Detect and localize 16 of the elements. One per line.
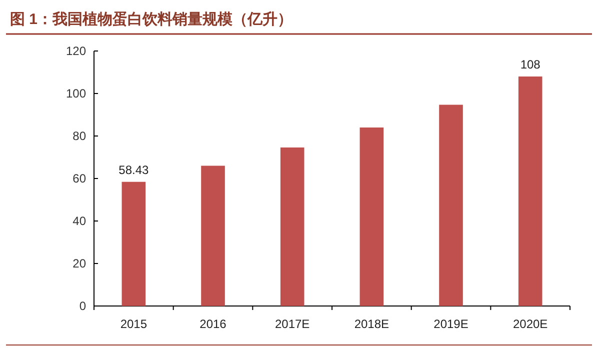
x-tick-label: 2019E — [434, 317, 468, 331]
y-tick-label: 40 — [72, 214, 86, 228]
y-tick-label: 120 — [66, 44, 86, 58]
data-label: 108 — [520, 58, 541, 72]
y-tick-label: 20 — [72, 256, 86, 270]
x-tick-label: 2016 — [200, 317, 227, 331]
y-tick-label: 80 — [72, 129, 86, 143]
y-tick-label: 100 — [66, 86, 86, 100]
chart-title: 图 1：我国植物蛋白饮料销量规模（亿升） — [10, 11, 293, 28]
x-tick-label: 2015 — [120, 317, 148, 331]
y-tick-label: 60 — [72, 172, 86, 186]
y-tick-label: 0 — [79, 299, 86, 313]
x-tick-label: 2020E — [512, 317, 548, 331]
x-tick-label: 2018E — [354, 317, 390, 331]
data-label: 58.43 — [118, 162, 150, 177]
x-tick-label: 2017E — [274, 317, 310, 331]
